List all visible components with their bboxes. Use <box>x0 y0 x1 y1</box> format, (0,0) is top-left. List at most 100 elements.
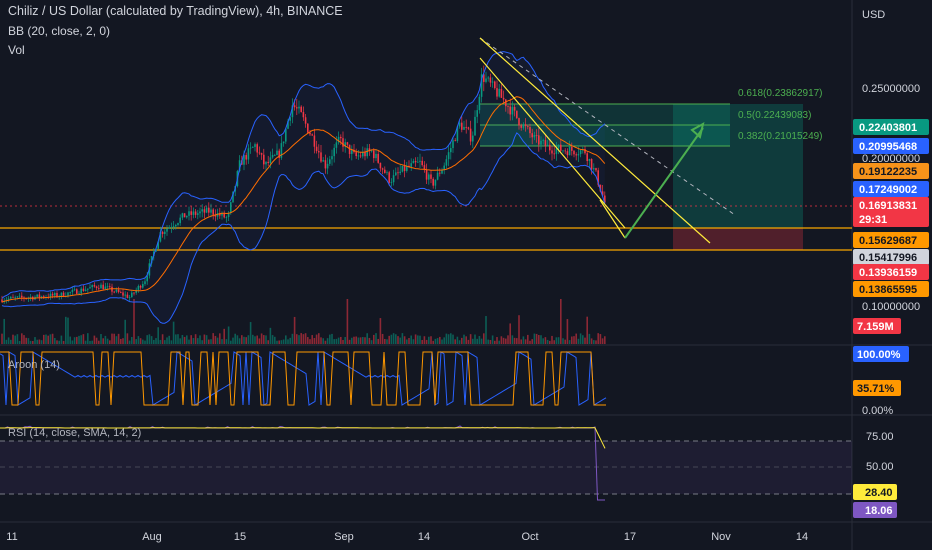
volume-bar <box>568 340 571 344</box>
candle-body <box>595 168 597 171</box>
volume-bar <box>260 333 263 344</box>
volume-bar <box>368 337 371 344</box>
candle-body <box>540 140 542 145</box>
candle-body <box>131 292 133 298</box>
candle-body <box>390 182 393 184</box>
candle-body <box>566 151 569 156</box>
candle-body <box>478 96 481 111</box>
volume-bar <box>421 339 423 344</box>
candle-body <box>351 150 353 154</box>
volume-bar <box>172 321 175 344</box>
long-position-loss-zone[interactable] <box>673 228 803 250</box>
volume-bar <box>291 333 294 344</box>
volume-bar <box>126 333 129 344</box>
candle-body <box>436 172 439 180</box>
candle-body <box>56 293 58 297</box>
vol-indicator-label[interactable]: Vol <box>8 43 25 57</box>
volume-bar <box>201 340 203 344</box>
volume-bar <box>496 337 498 344</box>
channel-line-lower[interactable] <box>479 57 626 229</box>
candle-body <box>289 117 291 121</box>
candle-body <box>483 74 485 82</box>
candle-body <box>150 256 153 264</box>
volume-bar <box>62 340 65 344</box>
candle-body <box>98 287 100 289</box>
candle-body <box>126 294 129 298</box>
volume-bar <box>335 338 338 344</box>
aroon-down-tag: 35.71% <box>857 383 895 395</box>
volume-bar <box>520 339 522 344</box>
candle-body <box>428 174 430 180</box>
candle-body <box>397 172 399 174</box>
volume-bar <box>216 337 219 344</box>
candle-body <box>320 152 322 162</box>
volume-bar <box>381 333 384 344</box>
candle-body <box>120 292 122 293</box>
candle-body <box>12 296 14 298</box>
candle-body <box>252 146 254 148</box>
candle-body <box>166 228 168 232</box>
candle-body <box>177 223 179 225</box>
candle-body <box>384 169 386 173</box>
candle-body <box>80 288 82 294</box>
volume-bar <box>32 340 34 344</box>
volume-bar <box>562 338 564 344</box>
time-axis-label: 14 <box>796 531 808 543</box>
volume-bar <box>329 334 331 344</box>
price-scale-label: 0.10000000 <box>862 301 920 313</box>
volume-bar <box>595 340 597 344</box>
volume-bar <box>439 336 441 344</box>
bb-indicator-label[interactable]: BB (20, close, 2, 0) <box>8 24 111 38</box>
volume-bar <box>364 337 366 344</box>
candle-body <box>487 77 489 79</box>
candle-body <box>441 169 443 174</box>
candle-body <box>533 134 536 138</box>
volume-bar <box>366 333 368 344</box>
volume-bar <box>373 334 375 344</box>
candle-body <box>115 289 118 292</box>
volume-bar <box>518 315 520 344</box>
candle-body <box>315 146 318 152</box>
candle-body <box>342 138 344 147</box>
candle-body <box>368 148 371 152</box>
candle-body <box>197 213 199 215</box>
trendline-dashed[interactable] <box>479 37 736 216</box>
volume-bar <box>179 338 181 344</box>
volume-bar <box>45 334 47 344</box>
volume-bar <box>214 335 217 344</box>
candle-body <box>467 127 470 129</box>
candle-body <box>10 296 12 299</box>
volume-bar <box>423 336 426 344</box>
price-tag-bg <box>853 197 929 227</box>
volume-bar <box>14 335 16 344</box>
candle-body <box>340 136 342 139</box>
fib-label-618: 0.618(0.23862917) <box>738 88 823 99</box>
candle-body <box>230 202 232 213</box>
volume-bar <box>346 299 349 344</box>
rsi-sma-tag: 28.40 <box>865 487 893 499</box>
volume-bar <box>139 338 142 344</box>
volume-bar <box>258 338 261 344</box>
candle-body <box>104 286 107 290</box>
volume-bar <box>1 333 3 344</box>
candle-body <box>223 212 225 218</box>
volume-bar <box>593 340 595 344</box>
channel-line-upper[interactable] <box>479 37 711 244</box>
volume-bar <box>571 336 573 344</box>
candle-body <box>322 160 324 162</box>
volume-bar <box>322 338 324 344</box>
projection-down-leg[interactable] <box>599 199 626 239</box>
candle-body <box>293 105 296 108</box>
volume-bar <box>412 339 415 344</box>
volume-bar <box>25 337 27 344</box>
projection-up-arrow[interactable] <box>624 127 704 239</box>
candle-body <box>144 281 146 285</box>
volume-bar <box>388 335 390 344</box>
volume-bar <box>487 339 489 344</box>
candle-body <box>535 134 538 136</box>
candle-body <box>40 296 43 298</box>
candle-body <box>199 211 201 214</box>
volume-bar <box>320 337 322 344</box>
candle-body <box>124 294 126 296</box>
